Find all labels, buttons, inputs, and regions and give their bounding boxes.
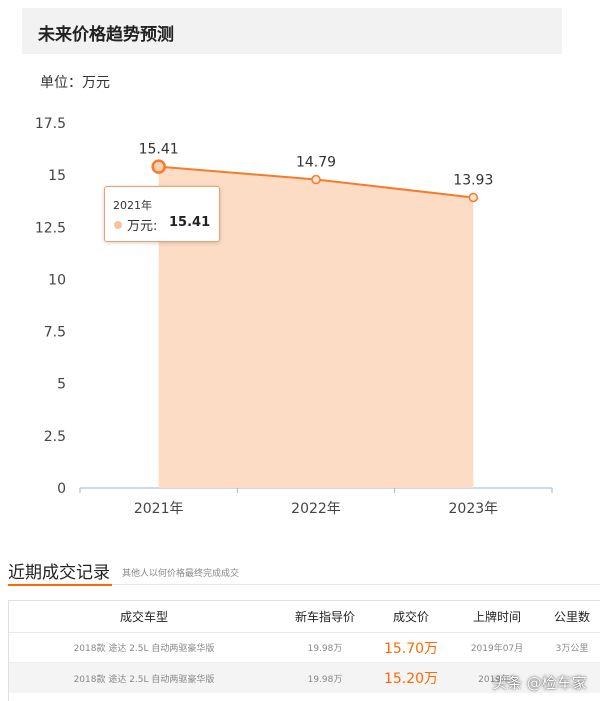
header-reg-date: 上牌时间 xyxy=(472,610,521,624)
x-tick-label: 2023年 xyxy=(449,501,499,517)
data-label: 14.79 xyxy=(296,155,336,171)
header-deal-price: 成交价 xyxy=(392,610,429,624)
chart-marks: 15.41 14.79 13.93 xyxy=(139,142,493,488)
row-deal-price: 15.70万 xyxy=(383,640,439,657)
row-reg-date: 2019年1 xyxy=(478,674,516,685)
tooltip-value: 15.41 xyxy=(169,215,211,230)
data-point xyxy=(468,192,479,203)
tooltip-dot-icon xyxy=(114,221,122,229)
table-header-row: 成交车型 新车指导价 成交价 上牌时间 公里数 xyxy=(9,601,600,633)
records-title-underline xyxy=(8,584,112,586)
data-label: 13.93 xyxy=(453,172,493,188)
row-deal-price: 15.20万 xyxy=(383,671,439,687)
tooltip-series-name: 万元: xyxy=(127,219,158,234)
y-tick-label: 0 xyxy=(57,481,66,497)
records-subtitle: 其他人以何价格最终完成成交 xyxy=(122,569,240,579)
y-tick-label: 2.5 xyxy=(44,429,66,445)
tooltip-title: 2021年 xyxy=(113,199,152,212)
header-model: 成交车型 xyxy=(119,610,168,624)
records-title: 近期成交记录 xyxy=(8,563,110,583)
header-bar: 未来价格趋势预测 xyxy=(22,8,562,54)
page-title: 未来价格趋势预测 xyxy=(38,25,174,45)
y-tick-label: 17.5 xyxy=(35,116,66,132)
y-tick-label: 5 xyxy=(57,377,66,393)
y-tick-label: 15 xyxy=(48,168,66,184)
y-tick-label: 7.5 xyxy=(44,325,66,341)
row-reg-date: 2019年07月 xyxy=(470,644,524,654)
row-model: 2018款 途达 2.5L 自动两驱豪华版 xyxy=(73,644,215,654)
x-tick-label: 2021年 xyxy=(134,501,184,517)
data-point xyxy=(311,174,321,185)
table-row[interactable]: 2018款 途达 2.5L 自动两驱豪华版 19.98万 15.70万 2019… xyxy=(9,633,600,663)
series-area xyxy=(158,166,474,488)
table-row[interactable]: 2018款 途达 2.5L 自动两驱豪华版 19.98万 15.20万 2019… xyxy=(9,663,600,693)
records-table: 成交车型 新车指导价 成交价 上牌时间 公里数 2018款 途达 2.5L 自动… xyxy=(8,600,600,701)
chart-tooltip: 2021年 万元: 15.41 xyxy=(104,186,220,242)
watermark: 头条 @检车家 xyxy=(492,674,587,692)
data-point xyxy=(151,159,166,174)
records-divider xyxy=(8,584,600,585)
data-label: 15.41 xyxy=(139,142,179,158)
price-trend-chart: 0 2.5 5 7.5 10 12.5 15 17.5 2021年 2022年 2023年 15.4… xyxy=(35,116,553,517)
y-tick-label: 12.5 xyxy=(35,220,66,236)
header-msrp: 新车指导价 xyxy=(294,610,355,624)
row-mileage: 3万公里 xyxy=(555,644,589,654)
header-mileage: 公里数 xyxy=(553,610,590,624)
unit-label: 单位：万元 xyxy=(40,75,110,91)
row-msrp: 19.98万 xyxy=(307,644,343,654)
y-tick-label: 10 xyxy=(48,272,66,288)
row-model: 2018款 途达 2.5L 自动两驱豪华版 xyxy=(73,674,215,685)
x-tick-label: 2022年 xyxy=(291,501,341,517)
row-msrp: 19.98万 xyxy=(307,674,343,685)
